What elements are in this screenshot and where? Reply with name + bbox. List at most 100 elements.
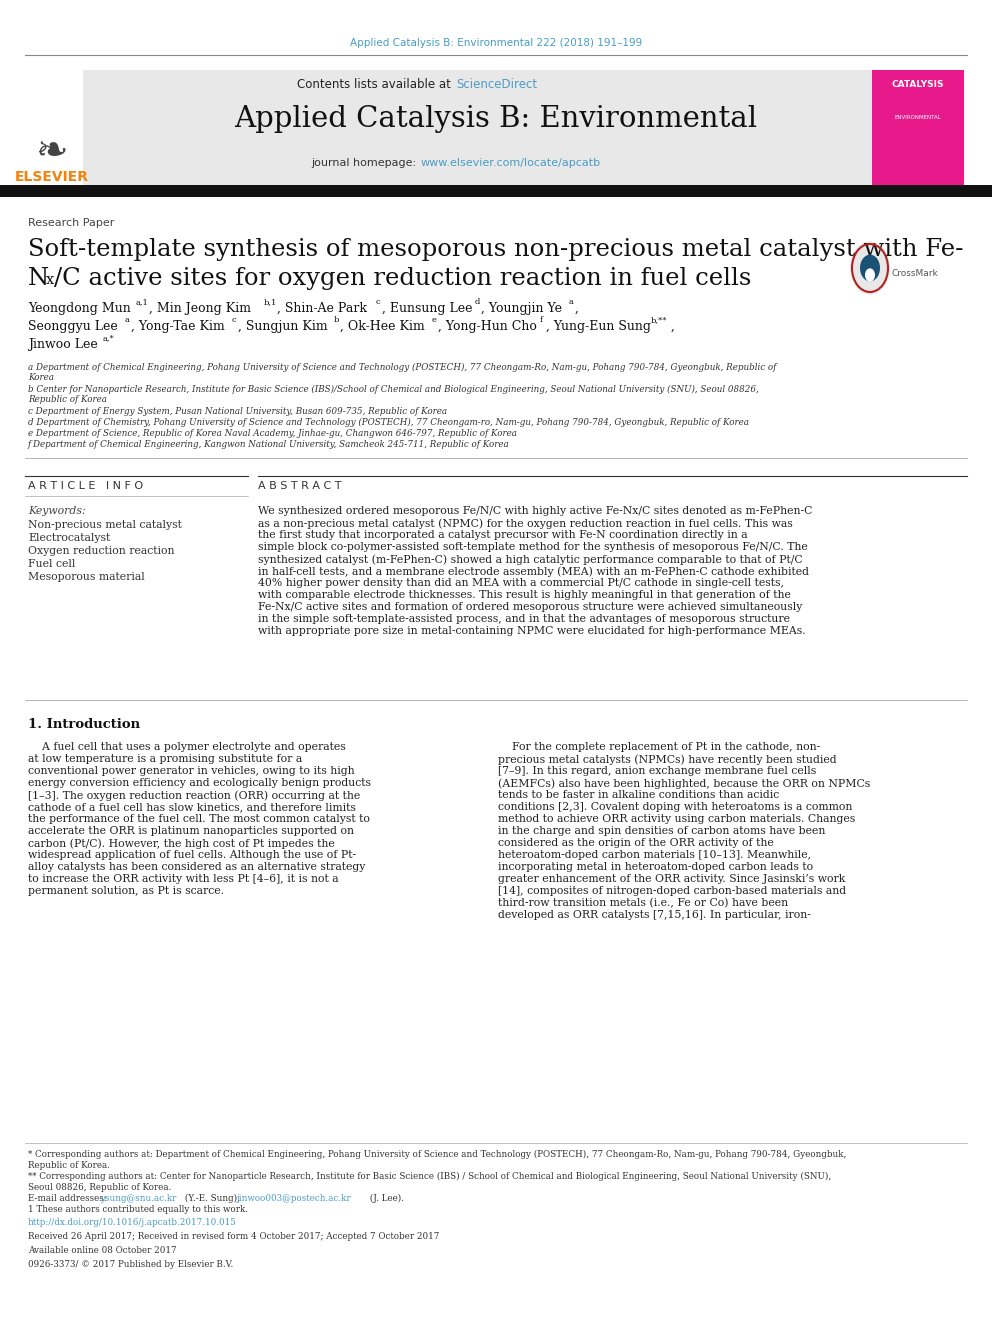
Text: CATALYSIS: CATALYSIS [892,79,944,89]
Text: ENVIRONMENTAL: ENVIRONMENTAL [895,115,941,120]
Text: energy conversion efficiency and ecologically benign products: energy conversion efficiency and ecologi… [28,778,371,789]
Text: Applied Catalysis B: Environmental 222 (2018) 191–199: Applied Catalysis B: Environmental 222 (… [350,38,642,48]
Text: A R T I C L E   I N F O: A R T I C L E I N F O [28,482,143,491]
Text: a Department of Chemical Engineering, Pohang University of Science and Technolog: a Department of Chemical Engineering, Po… [28,363,777,372]
Text: Fuel cell: Fuel cell [28,560,75,569]
Text: ** Corresponding authors at: Center for Nanoparticle Research, Institute for Bas: ** Corresponding authors at: Center for … [28,1172,831,1181]
Text: 0926-3373/ © 2017 Published by Elsevier B.V.: 0926-3373/ © 2017 Published by Elsevier … [28,1259,233,1269]
Text: developed as ORR catalysts [7,15,16]. In particular, iron-: developed as ORR catalysts [7,15,16]. In… [498,910,810,919]
Text: b,**: b,** [651,316,668,324]
Text: We synthesized ordered mesoporous Fe/N/C with highly active Fe-Nx/C sites denote: We synthesized ordered mesoporous Fe/N/C… [258,505,812,516]
Text: f: f [540,316,544,324]
Text: ❧: ❧ [36,134,68,171]
Text: alloy catalysts has been considered as an alternative strategy: alloy catalysts has been considered as a… [28,863,365,872]
Text: [14], composites of nitrogen-doped carbon-based materials and: [14], composites of nitrogen-doped carbo… [498,886,846,896]
Text: the first study that incorporated a catalyst precursor with Fe-N coordination di: the first study that incorporated a cata… [258,531,748,540]
Text: accelerate the ORR is platinum nanoparticles supported on: accelerate the ORR is platinum nanoparti… [28,826,354,836]
Text: Seonggyu Lee: Seonggyu Lee [28,320,118,333]
Text: x: x [46,273,55,287]
Text: [7–9]. In this regard, anion exchange membrane fuel cells: [7–9]. In this regard, anion exchange me… [498,766,816,777]
Text: as a non-precious metal catalyst (NPMC) for the oxygen reduction reaction in fue: as a non-precious metal catalyst (NPMC) … [258,519,793,529]
Text: Mesoporous material: Mesoporous material [28,572,145,582]
Text: a,1: a,1 [136,298,149,306]
Text: Oxygen reduction reaction: Oxygen reduction reaction [28,546,175,556]
Text: For the complete replacement of Pt in the cathode, non-: For the complete replacement of Pt in th… [498,742,820,751]
Text: cathode of a fuel cell has slow kinetics, and therefore limits: cathode of a fuel cell has slow kinetics… [28,802,356,812]
Text: , Ok-Hee Kim: , Ok-Hee Kim [340,320,425,333]
Text: jinwoo003@postech.ac.kr: jinwoo003@postech.ac.kr [237,1193,351,1203]
Text: Soft-template synthesis of mesoporous non-precious metal catalyst with Fe-: Soft-template synthesis of mesoporous no… [28,238,963,261]
Text: greater enhancement of the ORR activity. Since Jasinski’s work: greater enhancement of the ORR activity.… [498,875,845,884]
Text: , Yong-Tae Kim: , Yong-Tae Kim [131,320,225,333]
Text: , Youngjin Ye: , Youngjin Ye [481,302,562,315]
Text: A B S T R A C T: A B S T R A C T [258,482,341,491]
Text: journal homepage:: journal homepage: [311,157,420,168]
Text: considered as the origin of the ORR activity of the: considered as the origin of the ORR acti… [498,837,774,848]
Text: Republic of Korea: Republic of Korea [28,396,107,404]
Text: Jinwoo Lee: Jinwoo Lee [28,337,98,351]
Text: 1 These authors contributed equally to this work.: 1 These authors contributed equally to t… [28,1205,248,1215]
Text: CrossMark: CrossMark [892,270,938,279]
Text: to increase the ORR activity with less Pt [4–6], it is not a: to increase the ORR activity with less P… [28,875,338,884]
Text: b Center for Nanoparticle Research, Institute for Basic Science (IBS)/School of : b Center for Nanoparticle Research, Inst… [28,385,759,394]
Text: Fe-Nx/C active sites and formation of ordered mesoporous structure were achieved: Fe-Nx/C active sites and formation of or… [258,602,803,613]
Text: , Sungjun Kim: , Sungjun Kim [238,320,327,333]
Text: (Y.-E. Sung),: (Y.-E. Sung), [182,1193,243,1203]
Text: in the charge and spin densities of carbon atoms have been: in the charge and spin densities of carb… [498,826,825,836]
Text: Contents lists available at: Contents lists available at [298,78,455,91]
Text: Received 26 April 2017; Received in revised form 4 October 2017; Accepted 7 Octo: Received 26 April 2017; Received in revi… [28,1232,439,1241]
Text: (AEMFCs) also have been highlighted, because the ORR on NPMCs: (AEMFCs) also have been highlighted, bec… [498,778,870,789]
Text: Seoul 08826, Republic of Korea.: Seoul 08826, Republic of Korea. [28,1183,172,1192]
Text: ELSEVIER: ELSEVIER [15,169,89,184]
Text: , Yong-Hun Cho: , Yong-Hun Cho [438,320,537,333]
Text: in half-cell tests, and a membrane electrode assembly (MEA) with an m-FePhen-C c: in half-cell tests, and a membrane elect… [258,566,809,577]
Text: Applied Catalysis B: Environmental: Applied Catalysis B: Environmental [234,105,758,134]
Text: , Min Jeong Kim: , Min Jeong Kim [149,302,251,315]
Text: c Department of Energy System, Pusan National University, Busan 609-735, Republi: c Department of Energy System, Pusan Nat… [28,407,447,415]
Text: tends to be faster in alkaline conditions than acidic: tends to be faster in alkaline condition… [498,790,780,800]
Text: f Department of Chemical Engineering, Kangwon National University, Samcheok 245-: f Department of Chemical Engineering, Ka… [28,441,510,448]
Text: conventional power generator in vehicles, owing to its high: conventional power generator in vehicles… [28,766,354,777]
Text: e Department of Science, Republic of Korea Naval Academy, Jinhae-gu, Changwon 64: e Department of Science, Republic of Kor… [28,429,517,438]
Text: a: a [125,316,130,324]
Text: d Department of Chemistry, Pohang University of Science and Technology (POSTECH): d Department of Chemistry, Pohang Univer… [28,418,749,427]
Text: with appropriate pore size in metal-containing NPMC were elucidated for high-per: with appropriate pore size in metal-cont… [258,626,806,636]
Text: ,: , [575,302,579,315]
Text: Keywords:: Keywords: [28,505,85,516]
Text: e: e [432,316,436,324]
Text: E-mail addresses:: E-mail addresses: [28,1193,109,1203]
Text: ScienceDirect: ScienceDirect [456,78,537,91]
Text: http://dx.doi.org/10.1016/j.apcatb.2017.10.015: http://dx.doi.org/10.1016/j.apcatb.2017.… [28,1218,237,1226]
Text: third-row transition metals (i.e., Fe or Co) have been: third-row transition metals (i.e., Fe or… [498,898,788,909]
Text: ysung@snu.ac.kr: ysung@snu.ac.kr [100,1193,177,1203]
Text: A fuel cell that uses a polymer electrolyte and operates: A fuel cell that uses a polymer electrol… [28,742,346,751]
Text: permanent solution, as Pt is scarce.: permanent solution, as Pt is scarce. [28,886,224,896]
Text: a,*: a,* [103,333,115,343]
Text: with comparable electrode thicknesses. This result is highly meaningful in that : with comparable electrode thicknesses. T… [258,590,791,601]
Text: at low temperature is a promising substitute for a: at low temperature is a promising substi… [28,754,303,763]
Text: 40% higher power density than did an MEA with a commercial Pt/C cathode in singl: 40% higher power density than did an MEA… [258,578,784,587]
Text: b: b [334,316,339,324]
Text: ,: , [671,320,675,333]
Text: in the simple soft-template-assisted process, and in that the advantages of meso: in the simple soft-template-assisted pro… [258,614,790,624]
Text: Electrocatalyst: Electrocatalyst [28,533,110,542]
Text: Available online 08 October 2017: Available online 08 October 2017 [28,1246,177,1256]
Text: c: c [376,298,381,306]
Text: widespread application of fuel cells. Although the use of Pt-: widespread application of fuel cells. Al… [28,849,356,860]
Text: , Shin-Ae Park: , Shin-Ae Park [277,302,367,315]
Text: /C active sites for oxygen reduction reaction in fuel cells: /C active sites for oxygen reduction rea… [54,267,751,290]
Text: method to achieve ORR activity using carbon materials. Changes: method to achieve ORR activity using car… [498,814,855,824]
Text: N: N [28,267,50,290]
Text: precious metal catalysts (NPMCs) have recently been studied: precious metal catalysts (NPMCs) have re… [498,754,836,765]
Text: c: c [232,316,237,324]
Text: , Yung-Eun Sung: , Yung-Eun Sung [546,320,651,333]
Text: carbon (Pt/C). However, the high cost of Pt impedes the: carbon (Pt/C). However, the high cost of… [28,837,334,848]
Text: conditions [2,3]. Covalent doping with heteroatoms is a common: conditions [2,3]. Covalent doping with h… [498,802,852,812]
Text: incorporating metal in heteroatom-doped carbon leads to: incorporating metal in heteroatom-doped … [498,863,813,872]
Text: , Eunsung Lee: , Eunsung Lee [382,302,472,315]
Text: d: d [475,298,480,306]
Text: Non-precious metal catalyst: Non-precious metal catalyst [28,520,182,531]
Text: a: a [569,298,574,306]
Text: www.elsevier.com/locate/apcatb: www.elsevier.com/locate/apcatb [421,157,601,168]
Text: the performance of the fuel cell. The most common catalyst to: the performance of the fuel cell. The mo… [28,814,370,824]
